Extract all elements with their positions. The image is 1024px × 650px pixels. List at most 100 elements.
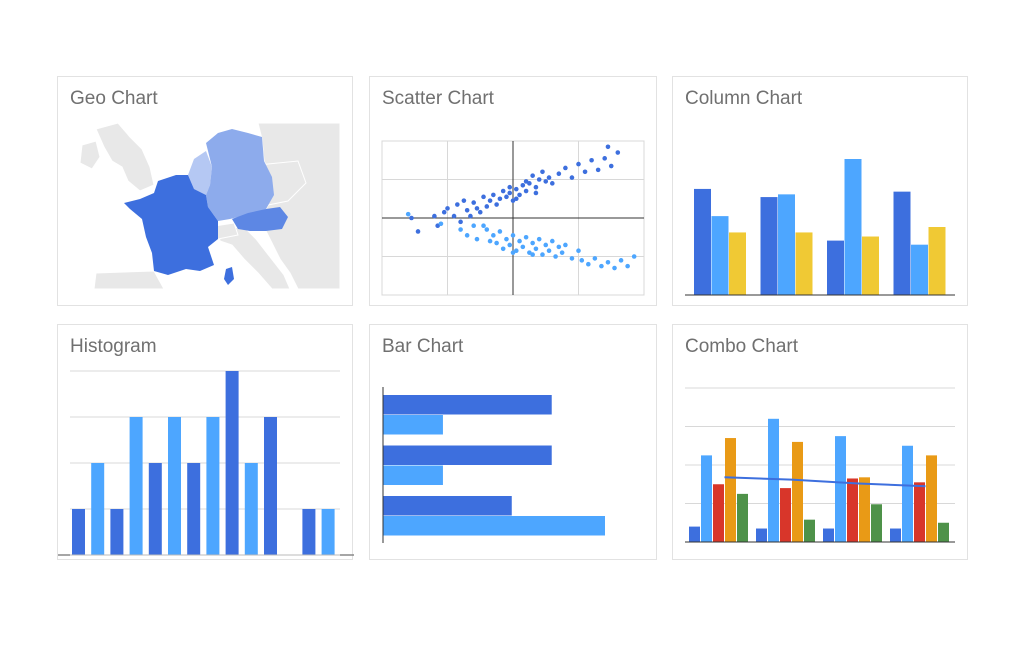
scatter-point-series-0 <box>589 157 594 163</box>
bar-chart-title: Bar Chart <box>382 336 464 357</box>
scatter-point-series-0 <box>504 194 509 200</box>
map-region-austria[interactable] <box>232 207 288 231</box>
combo-bar <box>871 504 882 542</box>
map-land-ireland <box>79 140 101 170</box>
scatter-point-series-1 <box>599 263 604 269</box>
scatter-point-series-1 <box>405 211 411 217</box>
scatter-point-series-0 <box>494 202 499 207</box>
combo-bar <box>768 418 779 542</box>
combo-bar <box>701 455 712 542</box>
combo-bar <box>689 526 700 542</box>
column-bar <box>893 191 911 295</box>
scatter-point-series-0 <box>474 206 480 211</box>
column-bar <box>711 216 729 295</box>
combo-chart-title: Combo Chart <box>685 336 798 357</box>
scatter-chart-plot <box>381 140 645 296</box>
scatter-point-series-0 <box>507 184 513 190</box>
scatter-point-series-1 <box>500 246 506 252</box>
combo-bar <box>737 493 748 542</box>
scatter-point-series-0 <box>530 173 535 178</box>
scatter-point-series-1 <box>586 261 591 267</box>
geo-chart-map <box>79 122 341 290</box>
scatter-point-series-0 <box>569 175 575 180</box>
scatter-point-series-0 <box>409 215 414 221</box>
scatter-point-series-0 <box>563 165 568 171</box>
scatter-point-series-1 <box>540 252 545 257</box>
scatter-point-series-0 <box>464 208 470 213</box>
scatter-point-series-1 <box>438 221 444 227</box>
histogram-bar <box>206 417 220 555</box>
scatter-point-series-1 <box>497 229 503 234</box>
combo-chart-plot <box>685 387 955 543</box>
map-region-germany[interactable] <box>206 129 274 221</box>
scatter-point-series-0 <box>540 169 545 175</box>
map-land-italy <box>217 226 291 290</box>
bar-dark-series <box>383 496 512 516</box>
combo-bar <box>756 528 767 542</box>
scatter-point-series-1 <box>625 263 630 269</box>
scatter-point-series-0 <box>523 188 529 194</box>
scatter-point-series-0 <box>497 196 503 202</box>
scatter-point-series-0 <box>608 163 614 169</box>
histogram-bar <box>168 417 181 555</box>
map-region-benelux[interactable] <box>188 151 212 195</box>
scatter-point-series-0 <box>543 179 549 184</box>
scatter-point-series-1 <box>494 240 499 246</box>
combo-bar <box>890 528 901 542</box>
histogram-bar <box>110 509 124 555</box>
combo-bar <box>792 441 803 542</box>
column-bar <box>827 240 844 295</box>
scatter-point-series-0 <box>451 213 457 219</box>
scatter-point-series-1 <box>520 244 526 250</box>
column-chart-title: Column Chart <box>685 88 803 109</box>
scatter-point-series-0 <box>615 150 621 155</box>
scatter-point-series-1 <box>517 238 522 244</box>
bar-dark-series <box>383 445 552 465</box>
scatter-point-series-0 <box>533 190 539 196</box>
histogram-bar <box>225 371 239 555</box>
scatter-point-series-1 <box>484 227 490 232</box>
scatter-point-series-1 <box>507 242 513 248</box>
map-land-uk <box>95 122 155 192</box>
histogram-bar <box>91 463 105 555</box>
histogram-card: Histogram <box>57 324 354 560</box>
scatter-point-series-0 <box>445 206 450 211</box>
map-region-france[interactable] <box>124 175 218 275</box>
scatter-point-series-0 <box>533 184 539 190</box>
combo-bar <box>914 482 925 542</box>
column-chart-card: Column Chart <box>672 76 968 306</box>
scatter-point-series-0 <box>595 167 601 173</box>
scatter-point-series-1 <box>550 238 555 244</box>
histogram-bar <box>72 509 85 555</box>
scatter-point-series-0 <box>432 213 437 219</box>
scatter-point-series-1 <box>569 256 575 261</box>
map-region-corsica[interactable] <box>224 267 234 285</box>
scatter-point-series-1 <box>530 240 535 246</box>
scatter-point-series-0 <box>415 229 421 234</box>
column-bar <box>844 159 862 295</box>
column-bar <box>928 227 946 295</box>
histogram-bar <box>264 417 277 555</box>
scatter-point-series-0 <box>576 161 581 167</box>
combo-bar <box>823 528 834 542</box>
scatter-point-series-0 <box>441 209 447 215</box>
scatter-point-series-1 <box>553 254 558 259</box>
scatter-point-series-0 <box>520 182 526 188</box>
scatter-point-series-1 <box>464 233 470 238</box>
histogram-title: Histogram <box>70 336 157 357</box>
scatter-point-series-1 <box>504 236 509 242</box>
scatter-point-series-0 <box>458 219 463 225</box>
combo-bar <box>938 522 949 542</box>
scatter-point-series-0 <box>582 169 588 175</box>
histogram-bar <box>244 463 258 555</box>
scatter-point-series-1 <box>543 242 549 248</box>
scatter-point-series-1 <box>530 252 535 257</box>
scatter-point-series-1 <box>523 234 529 240</box>
column-bar <box>862 236 879 295</box>
scatter-point-series-0 <box>500 188 506 194</box>
scatter-point-series-0 <box>556 171 562 177</box>
scatter-chart-card: Scatter Chart <box>369 76 657 306</box>
combo-bar <box>725 438 736 542</box>
histogram-bar <box>129 417 143 555</box>
histogram-plot <box>58 370 354 556</box>
